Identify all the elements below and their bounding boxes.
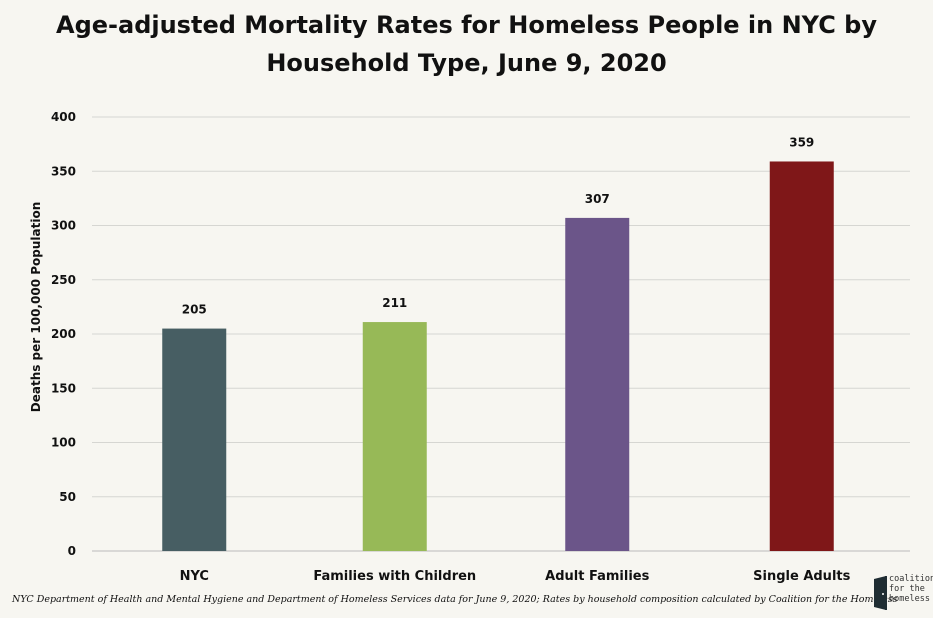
y-tick-label: 300 xyxy=(51,219,76,233)
logo-line: coalition xyxy=(889,574,933,584)
y-tick-label: 100 xyxy=(51,436,76,450)
x-tick-label: Single Adults xyxy=(753,569,850,584)
data-label: 211 xyxy=(382,296,407,310)
bar xyxy=(565,217,630,551)
coalition-logo: coalition for the homeless xyxy=(872,574,933,614)
chart-title: Age-adjusted Mortality Rates for Homeles… xyxy=(56,11,877,77)
data-label: 307 xyxy=(585,192,610,206)
y-tick-label: 0 xyxy=(68,544,76,558)
data-label: 205 xyxy=(182,303,207,317)
y-tick-label: 400 xyxy=(51,110,76,124)
footnote: NYC Department of Health and Mental Hygi… xyxy=(12,594,898,605)
data-label: 359 xyxy=(789,135,814,149)
y-tick-label: 50 xyxy=(59,490,76,504)
bar xyxy=(162,328,227,551)
y-tick-label: 350 xyxy=(51,164,76,178)
x-tick-label: Families with Children xyxy=(313,569,476,584)
y-axis-label: Deaths per 100,000 Population xyxy=(29,202,43,412)
x-tick-label: Adult Families xyxy=(545,569,649,584)
bar xyxy=(769,161,834,552)
door-icon xyxy=(874,576,887,610)
y-tick-label: 250 xyxy=(51,273,76,287)
logo-line: for the xyxy=(889,584,925,594)
y-tick-label: 150 xyxy=(51,381,76,395)
logo-line: homeless xyxy=(889,594,930,604)
x-tick-label: NYC xyxy=(180,569,209,584)
bar xyxy=(362,322,427,551)
y-tick-label: 200 xyxy=(51,327,76,341)
